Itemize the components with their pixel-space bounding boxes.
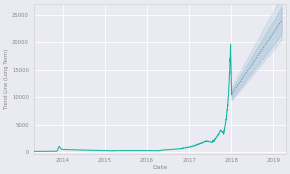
Y-axis label: Trend Line (Long Term): Trend Line (Long Term) [4,49,9,109]
X-axis label: Date: Date [152,165,167,170]
